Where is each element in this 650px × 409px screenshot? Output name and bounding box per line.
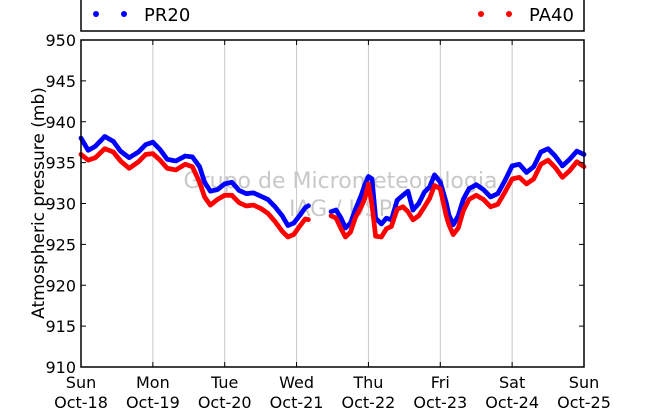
x-tick-day: Sat	[499, 373, 525, 392]
x-tick-day: Fri	[431, 373, 450, 392]
legend-frame	[80, 0, 585, 32]
legend-marker	[506, 11, 512, 17]
y-tick-label: 945	[45, 72, 76, 91]
x-tick-date: Oct-19	[126, 393, 180, 409]
y-tick-label: 930	[45, 195, 76, 214]
x-tick-date: Oct-25	[557, 393, 611, 409]
data-point	[306, 217, 311, 223]
x-tick-date: Oct-21	[270, 393, 324, 409]
y-tick-label: 935	[45, 154, 76, 173]
x-tick-date: Oct-23	[413, 393, 467, 409]
legend-marker	[121, 11, 127, 17]
legend-marker	[93, 11, 99, 17]
legend-entry-pa40: PA40	[478, 5, 574, 26]
x-tick-day: Mon	[136, 373, 170, 392]
x-tick-day: Sun	[569, 373, 599, 392]
legend-entry-pr20: PR20	[93, 5, 190, 26]
y-tick-label: 940	[45, 113, 76, 132]
y-tick-label: 910	[45, 358, 76, 377]
series-pr20	[78, 134, 587, 231]
y-tick-label: 920	[45, 276, 76, 295]
x-tick-date: Oct-20	[198, 393, 252, 409]
series-pa40	[78, 146, 587, 240]
legend: PR20 PA40	[80, 0, 585, 32]
x-tick-date: Oct-24	[485, 393, 539, 409]
data-point	[306, 203, 311, 209]
y-tick-label: 950	[45, 31, 76, 50]
x-tick-day: Tue	[210, 373, 238, 392]
y-tick-label: 915	[45, 317, 76, 336]
x-tick-date: Oct-22	[342, 393, 396, 409]
legend-label: PA40	[529, 5, 574, 26]
x-tick-date: Oct-18	[54, 393, 108, 409]
x-tick-day: Thu	[352, 373, 383, 392]
x-tick-day: Wed	[279, 373, 314, 392]
legend-marker	[478, 11, 484, 17]
y-tick-label: 925	[45, 235, 76, 254]
legend-label: PR20	[144, 5, 190, 26]
y-axis-label: Atmospheric pressure (mb)	[29, 87, 49, 319]
x-tick-day: Sun	[66, 373, 96, 392]
